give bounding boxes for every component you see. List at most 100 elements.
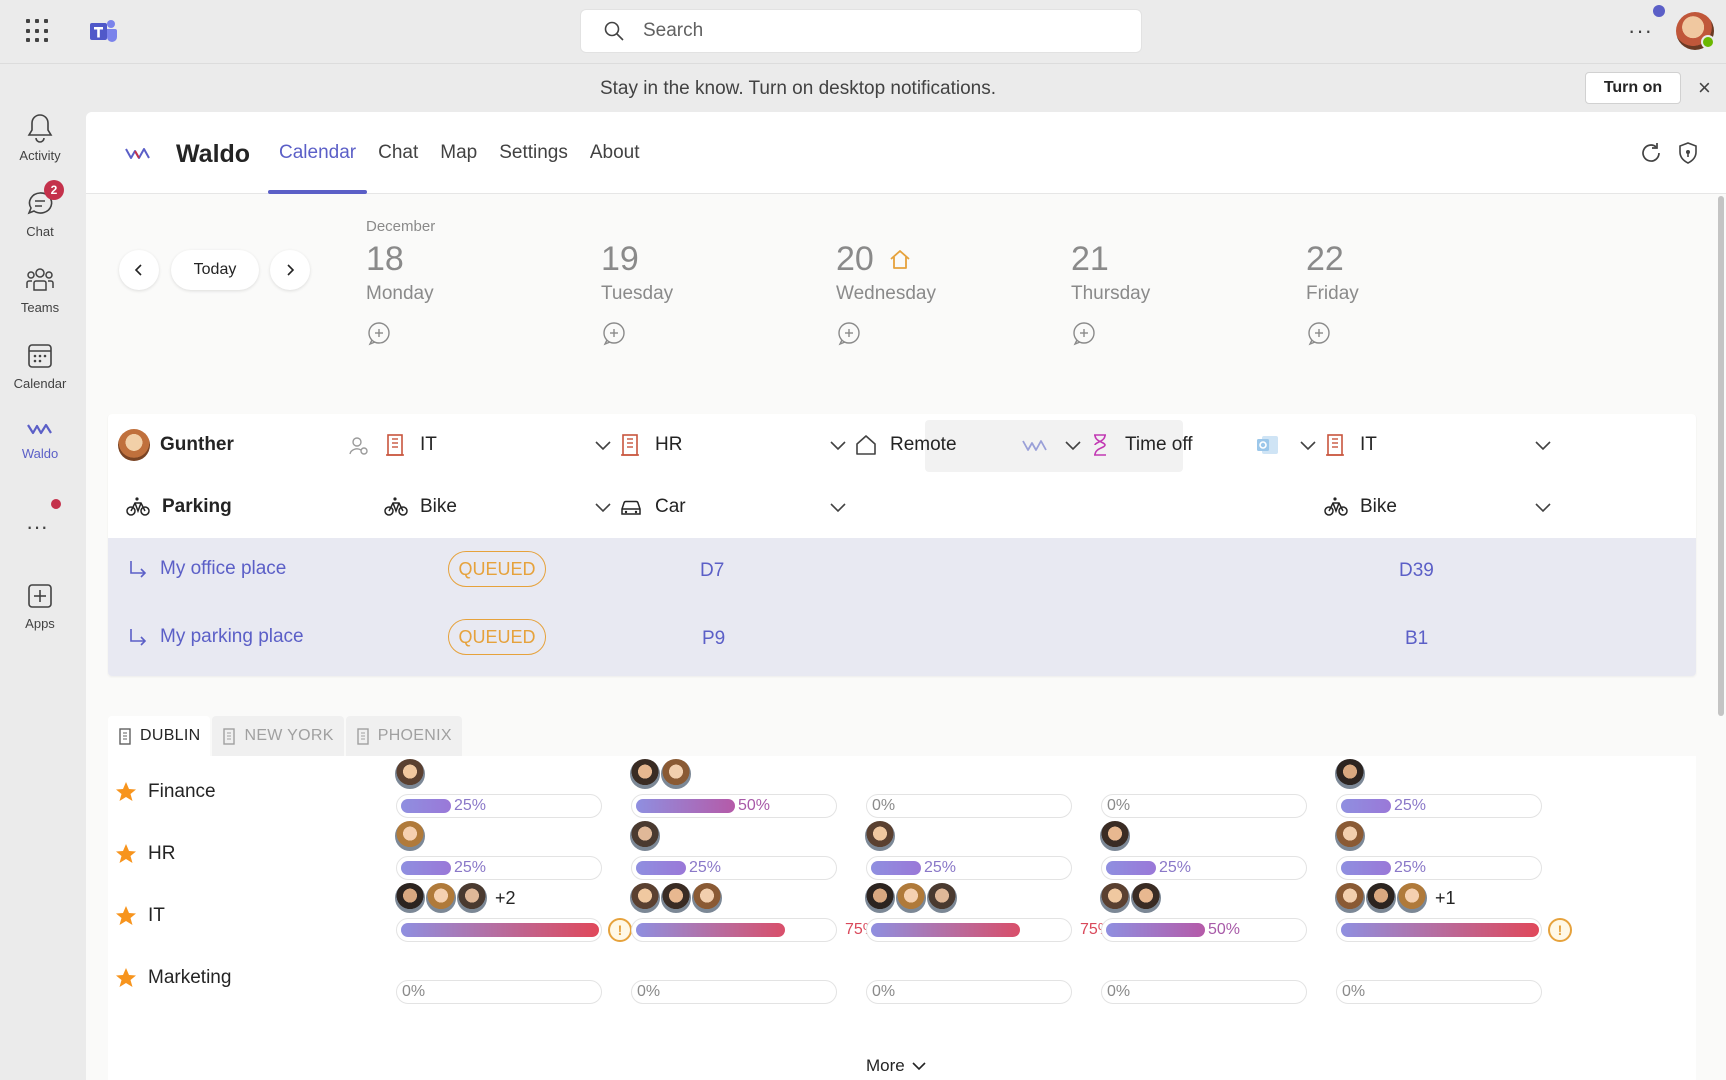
- attendee-avatars[interactable]: [864, 882, 958, 914]
- attendee-avatars[interactable]: [864, 820, 896, 852]
- rail-item-waldo[interactable]: Waldo: [0, 416, 80, 461]
- attendee-avatar[interactable]: [1334, 820, 1366, 852]
- parking-place-value[interactable]: P9: [702, 628, 726, 649]
- parking-cell[interactable]: Bike: [384, 476, 457, 538]
- attendee-avatar[interactable]: [864, 882, 896, 914]
- attendee-avatar[interactable]: [629, 820, 661, 852]
- add-note-button[interactable]: [366, 321, 392, 347]
- office-queued-badge[interactable]: QUEUED: [448, 551, 546, 587]
- rail-item-teams[interactable]: Teams: [0, 264, 80, 315]
- attendee-avatar[interactable]: [629, 758, 661, 790]
- tab-calendar[interactable]: Calendar: [268, 112, 368, 194]
- attendee-avatars[interactable]: [1334, 820, 1366, 852]
- tab-dublin[interactable]: DUBLIN: [108, 716, 211, 756]
- department-label[interactable]: Marketing: [114, 966, 231, 990]
- department-label[interactable]: HR: [114, 842, 175, 866]
- parking-place-link[interactable]: My parking place: [128, 626, 304, 648]
- privacy-shield-icon[interactable]: [1676, 140, 1700, 166]
- attendee-avatars[interactable]: +2: [394, 882, 516, 914]
- attendee-avatars[interactable]: [1099, 882, 1162, 914]
- tab-chat[interactable]: Chat: [378, 142, 419, 163]
- attendee-avatar[interactable]: [394, 758, 426, 790]
- capacity-warning-icon[interactable]: !: [1548, 918, 1572, 942]
- office-place-value[interactable]: D39: [1399, 560, 1434, 581]
- app-launcher-icon[interactable]: [26, 19, 50, 43]
- chevron-down-icon[interactable]: [594, 500, 612, 514]
- parking-queued-badge[interactable]: QUEUED: [448, 619, 546, 655]
- attendee-avatar[interactable]: [394, 820, 426, 852]
- chevron-down-icon[interactable]: [829, 438, 847, 452]
- user-settings-icon[interactable]: [348, 435, 370, 457]
- search-input[interactable]: Search: [580, 9, 1142, 53]
- attendee-avatar[interactable]: [864, 820, 896, 852]
- tab-about[interactable]: About: [589, 142, 640, 163]
- more-apps-icon[interactable]: ···: [26, 514, 48, 539]
- more-attendees-count[interactable]: +2: [495, 887, 516, 908]
- refresh-icon[interactable]: [1638, 140, 1664, 166]
- more-button[interactable]: More: [866, 1056, 927, 1076]
- location-cell[interactable]: HR: [619, 414, 682, 476]
- attendee-avatars[interactable]: [629, 882, 723, 914]
- close-icon[interactable]: ×: [1698, 75, 1711, 100]
- attendee-avatar[interactable]: [660, 758, 692, 790]
- location-cell[interactable]: Time off: [1089, 414, 1193, 476]
- rail-item-calendar[interactable]: Calendar: [0, 340, 80, 391]
- chevron-down-icon[interactable]: [1299, 438, 1317, 452]
- rail-item-chat[interactable]: 2 Chat: [0, 180, 80, 239]
- attendee-avatar[interactable]: [1365, 882, 1397, 914]
- attendee-avatars[interactable]: [394, 758, 426, 790]
- add-note-button[interactable]: [1071, 321, 1097, 347]
- rail-item-apps[interactable]: Apps: [0, 580, 80, 631]
- attendee-avatar[interactable]: [926, 882, 958, 914]
- attendee-avatar[interactable]: [895, 882, 927, 914]
- chevron-down-icon[interactable]: [1534, 500, 1552, 514]
- location-cell[interactable]: Remote: [854, 414, 957, 476]
- attendee-avatars[interactable]: [1334, 758, 1366, 790]
- attendee-avatar[interactable]: [660, 882, 692, 914]
- office-place-link[interactable]: My office place: [128, 558, 286, 580]
- attendee-avatar[interactable]: [629, 882, 661, 914]
- parking-cell[interactable]: Bike: [1324, 476, 1397, 538]
- attendee-avatar[interactable]: [1334, 882, 1366, 914]
- parking-cell[interactable]: Car: [619, 476, 686, 538]
- previous-week-button[interactable]: [119, 250, 159, 290]
- attendee-avatar[interactable]: [691, 882, 723, 914]
- attendee-avatar[interactable]: [1099, 820, 1131, 852]
- tab-phoenix[interactable]: PHOENIX: [345, 716, 462, 756]
- rail-item-activity[interactable]: Activity: [0, 112, 80, 163]
- capacity-warning-icon[interactable]: !: [608, 918, 632, 942]
- attendee-avatars[interactable]: +1: [1334, 882, 1456, 914]
- more-options-icon[interactable]: ···: [1628, 18, 1653, 43]
- next-week-button[interactable]: [270, 250, 310, 290]
- location-cell[interactable]: IT: [1324, 414, 1377, 476]
- office-place-value[interactable]: D7: [700, 560, 725, 581]
- tab-settings[interactable]: Settings: [499, 142, 568, 163]
- attendee-avatar[interactable]: [1130, 882, 1162, 914]
- chevron-down-icon[interactable]: [594, 438, 612, 452]
- chevron-down-icon[interactable]: [1064, 438, 1082, 452]
- parking-place-value[interactable]: B1: [1405, 628, 1429, 649]
- turn-on-notifications-button[interactable]: Turn on: [1585, 72, 1681, 104]
- attendee-avatars[interactable]: [629, 820, 661, 852]
- add-note-button[interactable]: [1306, 321, 1332, 347]
- department-label[interactable]: IT: [114, 904, 165, 928]
- attendee-avatars[interactable]: [1099, 820, 1131, 852]
- add-note-button[interactable]: [836, 321, 862, 347]
- attendee-avatars[interactable]: [629, 758, 692, 790]
- attendee-avatar[interactable]: [1334, 758, 1366, 790]
- attendee-avatars[interactable]: [394, 820, 426, 852]
- location-cell[interactable]: IT: [384, 414, 437, 476]
- chevron-down-icon[interactable]: [1534, 438, 1552, 452]
- more-attendees-count[interactable]: +1: [1435, 887, 1456, 908]
- attendee-avatar[interactable]: [394, 882, 426, 914]
- add-note-button[interactable]: [601, 321, 627, 347]
- attendee-avatar[interactable]: [1396, 882, 1428, 914]
- attendee-avatar[interactable]: [1099, 882, 1131, 914]
- chevron-down-icon[interactable]: [829, 500, 847, 514]
- attendee-avatar[interactable]: [425, 882, 457, 914]
- vertical-scrollbar[interactable]: [1718, 196, 1724, 716]
- attendee-avatar[interactable]: [456, 882, 488, 914]
- department-label[interactable]: Finance: [114, 780, 216, 804]
- teams-logo-icon[interactable]: [88, 17, 118, 45]
- tab-map[interactable]: Map: [440, 142, 478, 163]
